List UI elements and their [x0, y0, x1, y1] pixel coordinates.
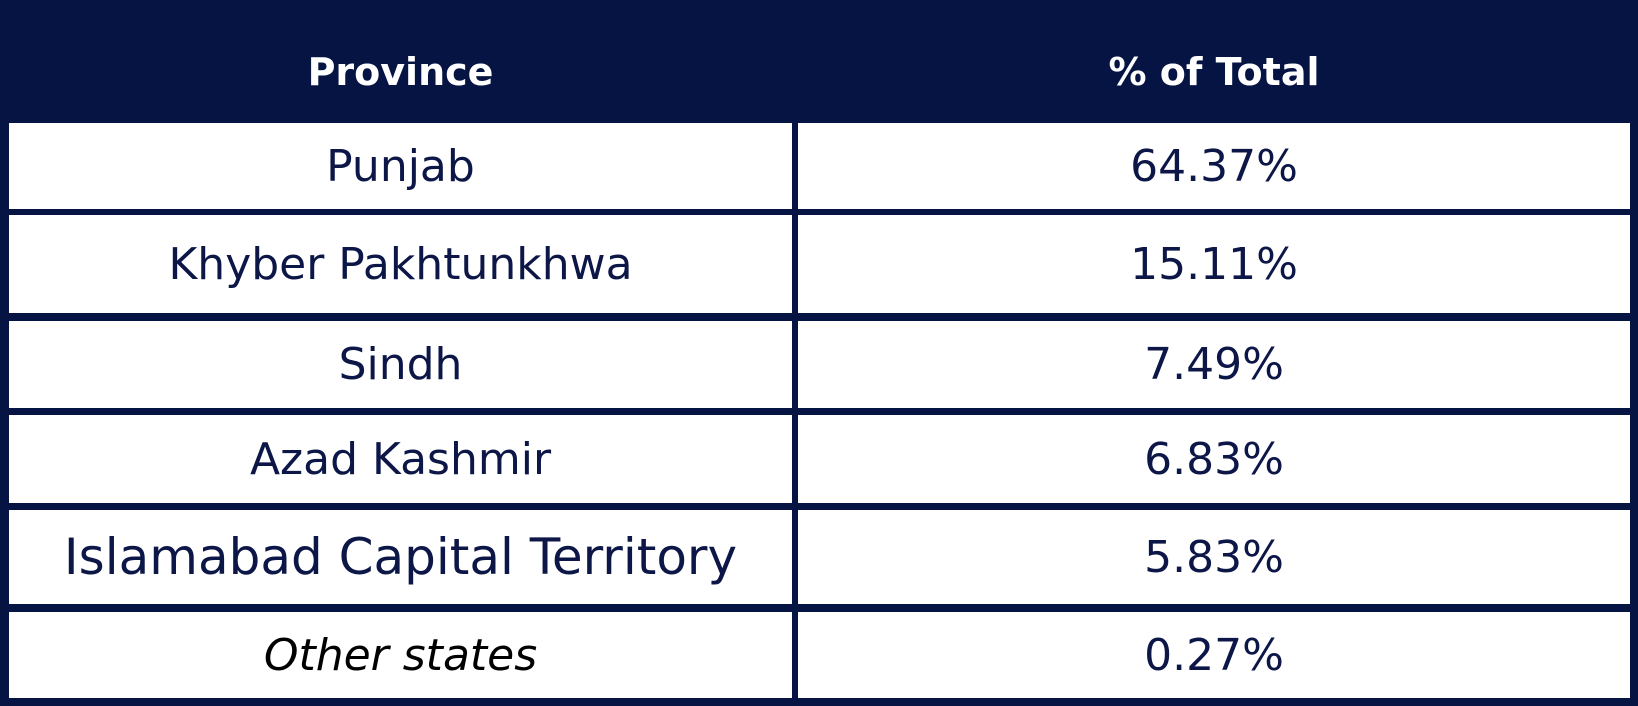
percent-cell: 64.37%: [798, 123, 1630, 209]
percent-cell: 7.49%: [798, 321, 1630, 408]
province-cell: Other states: [9, 612, 792, 698]
percent-cell: 6.83%: [798, 415, 1630, 503]
province-cell: Islamabad Capital Territory: [9, 510, 792, 604]
percent-cell: 5.83%: [798, 510, 1630, 604]
province-cell: Punjab: [9, 123, 792, 209]
column-header: Province: [307, 50, 494, 94]
province-cell: Azad Kashmir: [9, 415, 792, 503]
province-cell: Sindh: [9, 321, 792, 408]
percent-cell: 15.11%: [798, 215, 1630, 313]
column-header: % of Total: [1108, 50, 1320, 94]
province-cell: Khyber Pakhtunkhwa: [9, 215, 792, 313]
percent-cell: 0.27%: [798, 612, 1630, 698]
